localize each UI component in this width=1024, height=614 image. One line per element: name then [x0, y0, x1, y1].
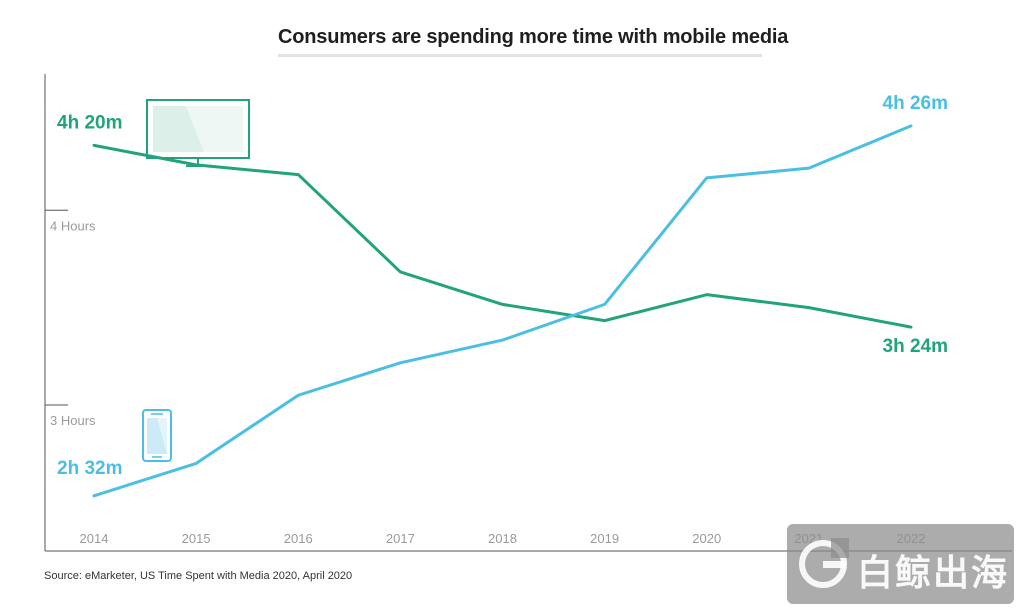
series-end-label: 3h 24m	[883, 336, 948, 357]
x-tick-label: 2015	[182, 531, 211, 546]
source-note: Source: eMarketer, US Time Spent with Me…	[44, 570, 353, 582]
x-tick-label: 2016	[284, 531, 313, 546]
series-end-label: 4h 26m	[883, 93, 948, 114]
series-start-label: 4h 20m	[57, 112, 122, 133]
x-tick-label: 2014	[80, 531, 109, 546]
y-tick-label: 4 Hours	[50, 218, 96, 233]
series-start-label: 2h 32m	[57, 458, 122, 479]
series-line-tv	[92, 143, 913, 329]
phone-icon	[142, 409, 172, 462]
watermark-text: 白鲸出海	[857, 553, 1010, 594]
x-tick-label: 2018	[488, 531, 517, 546]
x-tick-label: 2017	[386, 531, 415, 546]
y-tick-label: 3 Hours	[50, 413, 96, 428]
watermark-logo-icon	[799, 538, 849, 588]
chart-title: Consumers are spending more time with mo…	[278, 26, 789, 48]
x-tick-label: 2020	[692, 531, 721, 546]
tv-icon	[146, 99, 250, 167]
watermark: 白鲸出海	[787, 524, 1014, 604]
series-line-mobile	[92, 124, 913, 498]
title-underline	[278, 54, 762, 57]
x-tick-label: 2019	[590, 531, 619, 546]
